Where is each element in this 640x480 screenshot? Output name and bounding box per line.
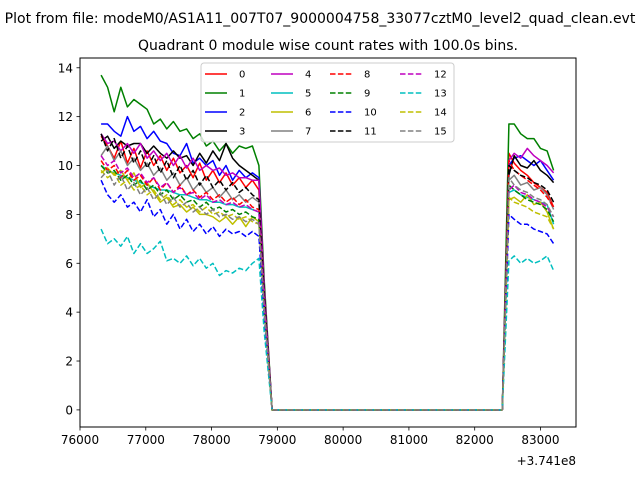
legend-frame (200, 62, 455, 143)
legend-label-11: 11 (364, 127, 377, 138)
legend-label-4: 4 (305, 70, 311, 81)
legend-label-9: 9 (364, 89, 370, 100)
x-tick-label: 77000 (127, 433, 165, 447)
x-tick-label: 78000 (192, 433, 230, 447)
legend-label-14: 14 (434, 108, 447, 119)
y-axis: 0 2 4 6 8 10 12 14 (58, 61, 80, 417)
series-line-7 (100, 145, 555, 411)
x-tick-label: 81000 (390, 433, 428, 447)
series-line-1 (100, 74, 555, 411)
series-line-12 (100, 155, 555, 411)
x-tick-label: 82000 (456, 433, 494, 447)
series-layer (100, 74, 555, 411)
y-tick-label: 6 (65, 257, 73, 271)
x-axis-offset-label: +3.741e8 (517, 454, 576, 468)
y-tick-label: 14 (58, 61, 73, 75)
y-tick-label: 10 (58, 159, 73, 173)
legend-label-2: 2 (239, 108, 245, 119)
x-tick-label: 76000 (61, 433, 99, 447)
series-line-8 (100, 159, 555, 411)
series-line-2 (101, 115, 555, 411)
legend-label-3: 3 (239, 127, 245, 138)
legend-label-1: 1 (239, 89, 245, 100)
series-line-5 (100, 164, 555, 411)
x-axis: 76000 77000 78000 79000 80000 81000 82000 83000 (61, 427, 560, 447)
legend-label-0: 0 (239, 70, 245, 81)
y-tick-label: 8 (65, 208, 73, 222)
legend-label-15: 15 (434, 127, 447, 138)
series-line-14 (100, 169, 555, 411)
legend-label-12: 12 (434, 70, 447, 81)
plot-frame (79, 57, 577, 428)
series-line-13 (100, 228, 555, 411)
y-tick-label: 12 (58, 110, 73, 124)
legend-label-5: 5 (305, 89, 311, 100)
series-line-11 (100, 133, 555, 411)
figure-suptitle: Plot from file: modeM0/AS1A11_007T07_900… (5, 11, 636, 27)
legend-label-13: 13 (434, 89, 447, 100)
legend-label-7: 7 (305, 127, 311, 138)
series-line-15 (100, 169, 555, 411)
chart-title: Quadrant 0 module wise count rates with … (138, 38, 518, 54)
x-tick-label: 79000 (258, 433, 296, 447)
x-tick-label: 83000 (521, 433, 559, 447)
y-tick-label: 4 (65, 306, 73, 320)
series-line-4 (100, 133, 555, 411)
legend-label-6: 6 (305, 108, 311, 119)
y-tick-label: 2 (65, 355, 73, 369)
legend-label-10: 10 (364, 108, 377, 119)
y-tick-label: 0 (65, 403, 73, 417)
series-line-6 (100, 167, 555, 411)
series-line-10 (100, 179, 555, 411)
x-tick-label: 80000 (324, 433, 362, 447)
legend-label-8: 8 (364, 70, 370, 81)
